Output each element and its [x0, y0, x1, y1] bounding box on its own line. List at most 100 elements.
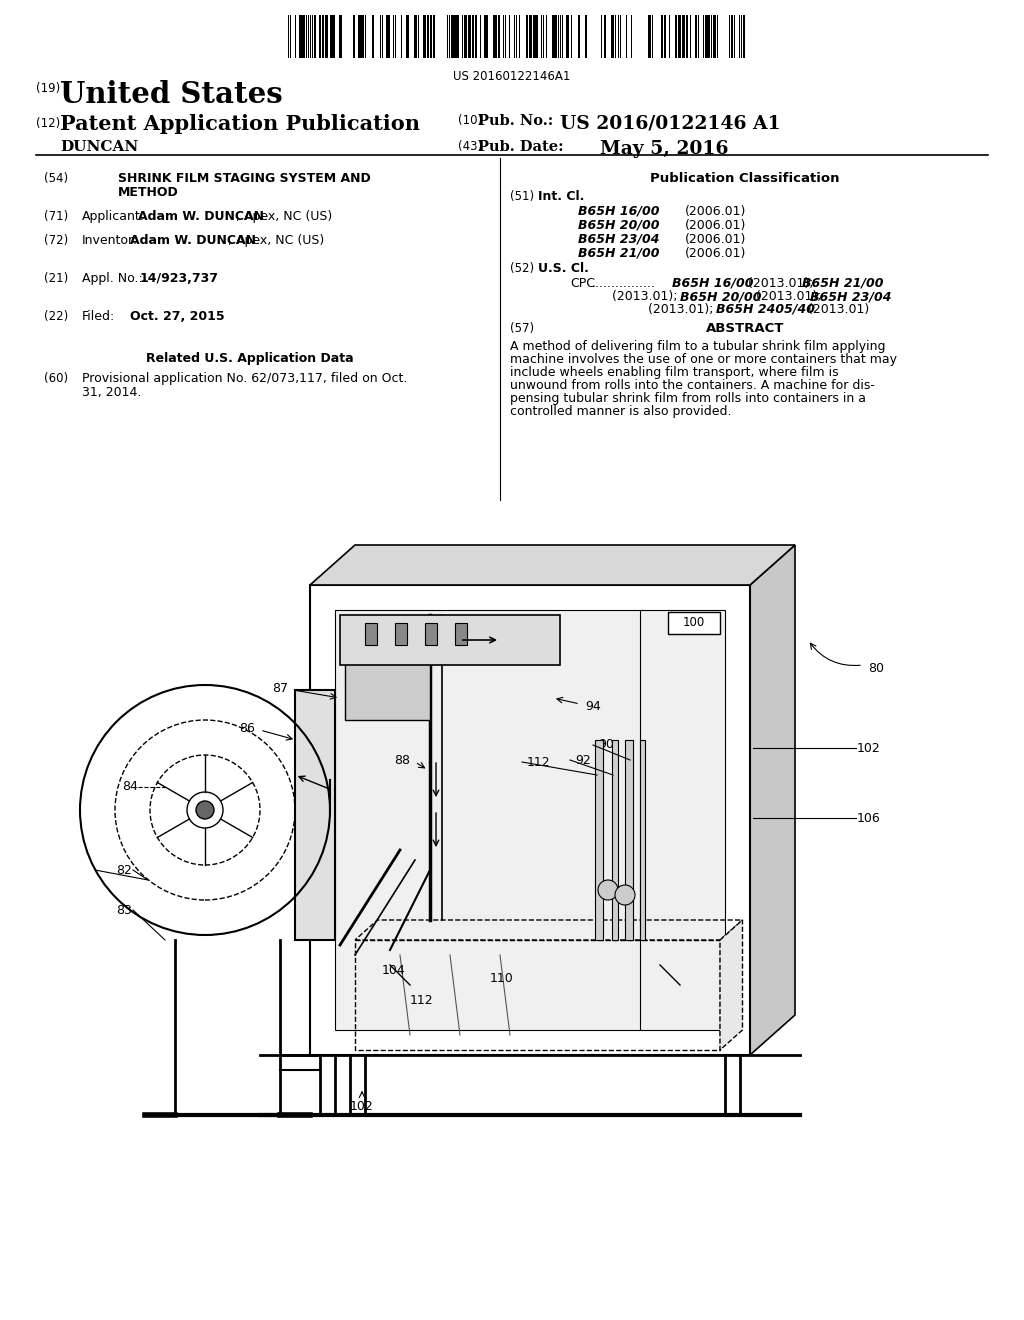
Text: machine involves the use of one or more containers that may: machine involves the use of one or more …: [510, 352, 897, 366]
Bar: [361, 15, 362, 58]
Text: , Apex, NC (US): , Apex, NC (US): [228, 234, 325, 247]
Polygon shape: [310, 545, 795, 585]
Polygon shape: [455, 623, 467, 645]
Bar: [708, 15, 710, 58]
Bar: [464, 15, 467, 58]
Polygon shape: [625, 741, 633, 940]
Text: (19): (19): [36, 82, 60, 95]
Text: Patent Application Publication: Patent Application Publication: [60, 114, 420, 135]
Text: include wheels enabling film transport, where film is: include wheels enabling film transport, …: [510, 366, 839, 379]
Text: (71): (71): [44, 210, 69, 223]
Bar: [648, 15, 651, 58]
Bar: [664, 15, 666, 58]
Text: (2013.01);: (2013.01);: [752, 290, 825, 304]
Bar: [686, 15, 688, 58]
Bar: [472, 15, 474, 58]
Text: 31, 2014.: 31, 2014.: [82, 385, 141, 399]
Text: (2013.01);: (2013.01);: [612, 290, 682, 304]
Text: US 2016/0122146 A1: US 2016/0122146 A1: [560, 114, 780, 132]
Bar: [743, 15, 745, 58]
Polygon shape: [340, 615, 560, 665]
Text: U.S. Cl.: U.S. Cl.: [538, 261, 589, 275]
Bar: [406, 15, 409, 58]
Text: 112: 112: [410, 994, 433, 1006]
Text: Inventor:: Inventor:: [82, 234, 138, 247]
Text: (21): (21): [44, 272, 69, 285]
Polygon shape: [310, 585, 750, 1055]
Text: (2006.01): (2006.01): [685, 247, 746, 260]
Text: (22): (22): [44, 310, 69, 323]
Text: B65H 2405/40: B65H 2405/40: [716, 304, 815, 315]
Circle shape: [598, 880, 618, 900]
Text: B65H 16/00: B65H 16/00: [578, 205, 659, 218]
Circle shape: [615, 884, 635, 906]
Text: 87: 87: [272, 681, 288, 694]
Circle shape: [187, 792, 223, 828]
Text: 110: 110: [490, 972, 514, 985]
Text: controlled manner is also provided.: controlled manner is also provided.: [510, 405, 731, 418]
Polygon shape: [640, 741, 645, 940]
Bar: [585, 15, 587, 58]
Text: Related U.S. Application Data: Related U.S. Application Data: [146, 352, 354, 366]
Bar: [534, 15, 535, 58]
Bar: [322, 15, 324, 58]
Bar: [353, 15, 355, 58]
Bar: [604, 15, 606, 58]
Text: 80: 80: [868, 661, 884, 675]
Bar: [387, 15, 390, 58]
Text: (2006.01): (2006.01): [685, 205, 746, 218]
Text: Adam W. DUNCAN: Adam W. DUNCAN: [130, 234, 256, 247]
Polygon shape: [425, 623, 437, 645]
Text: 102: 102: [857, 742, 881, 755]
Text: 106: 106: [857, 812, 881, 825]
Text: 84: 84: [122, 780, 138, 793]
Text: 14/923,737: 14/923,737: [140, 272, 219, 285]
Bar: [427, 15, 429, 58]
Text: 88: 88: [394, 754, 410, 767]
Text: 100: 100: [683, 616, 706, 630]
Text: A method of delivering film to a tubular shrink film applying: A method of delivering film to a tubular…: [510, 341, 886, 352]
Text: (2006.01): (2006.01): [685, 219, 746, 232]
Text: unwound from rolls into the containers. A machine for dis-: unwound from rolls into the containers. …: [510, 379, 874, 392]
Polygon shape: [612, 741, 618, 940]
Text: 90: 90: [598, 738, 613, 751]
Text: Int. Cl.: Int. Cl.: [538, 190, 585, 203]
Text: B65H 16/00: B65H 16/00: [672, 277, 754, 290]
Text: Filed:: Filed:: [82, 310, 116, 323]
Text: (57): (57): [510, 322, 535, 335]
Text: (72): (72): [44, 234, 69, 247]
Text: B65H 20/00: B65H 20/00: [578, 219, 659, 232]
Text: May 5, 2016: May 5, 2016: [600, 140, 728, 158]
Text: 86: 86: [240, 722, 255, 734]
Text: B65H 21/00: B65H 21/00: [802, 277, 884, 290]
Text: 104: 104: [382, 964, 406, 977]
Text: (2013.01): (2013.01): [804, 304, 869, 315]
Polygon shape: [668, 612, 720, 634]
Bar: [453, 15, 456, 58]
Bar: [372, 15, 374, 58]
Bar: [340, 15, 342, 58]
Text: Oct. 27, 2015: Oct. 27, 2015: [130, 310, 224, 323]
Bar: [662, 15, 663, 58]
Text: United States: United States: [60, 81, 283, 110]
Bar: [358, 15, 361, 58]
Bar: [314, 15, 316, 58]
Text: CPC: CPC: [570, 277, 595, 290]
Bar: [612, 15, 614, 58]
Text: (54): (54): [44, 172, 69, 185]
Bar: [299, 15, 301, 58]
Polygon shape: [365, 623, 377, 645]
Bar: [678, 15, 680, 58]
Text: ................: ................: [592, 277, 656, 290]
Bar: [319, 15, 321, 58]
Text: , Apex, NC (US): , Apex, NC (US): [236, 210, 332, 223]
Text: B65H 23/04: B65H 23/04: [578, 234, 659, 246]
Polygon shape: [750, 545, 795, 1055]
Text: (2013.01);: (2013.01);: [648, 304, 718, 315]
Text: 82: 82: [116, 863, 132, 876]
Text: (2006.01): (2006.01): [685, 234, 746, 246]
Text: Publication Classification: Publication Classification: [650, 172, 840, 185]
Text: pensing tubular shrink film from rolls into containers in a: pensing tubular shrink film from rolls i…: [510, 392, 866, 405]
Bar: [529, 15, 532, 58]
Text: (52): (52): [510, 261, 535, 275]
